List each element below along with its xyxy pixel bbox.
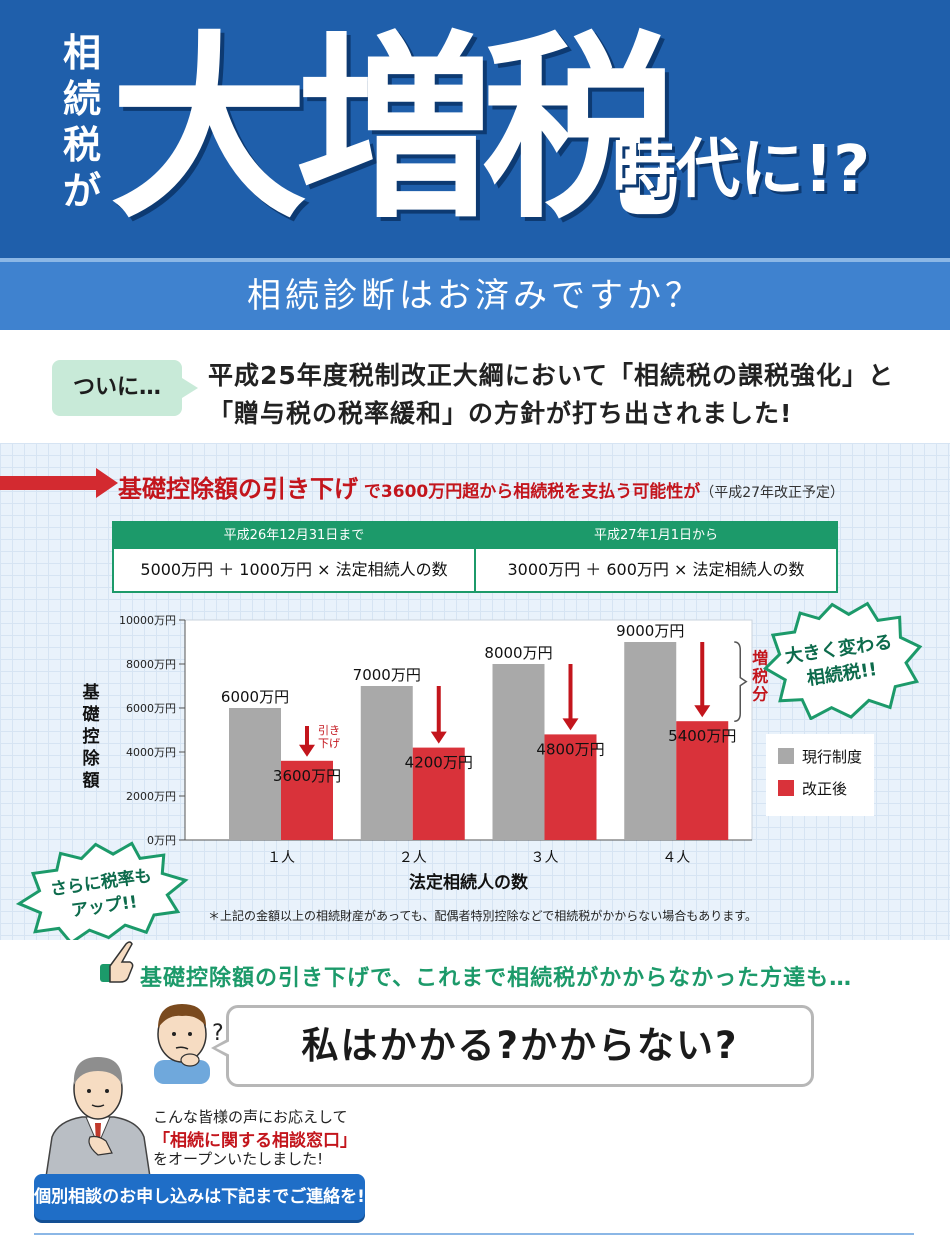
y-axis-label-char: 控 bbox=[82, 727, 100, 747]
bar-revised-label: 5400万円 bbox=[668, 727, 736, 745]
annotation-down-line2: 下げ bbox=[318, 737, 340, 750]
headline-arrow-bar bbox=[0, 476, 96, 490]
headline-note: （平成27年改正予定） bbox=[700, 485, 845, 501]
subtitle: 相続診断はお済みですか？ bbox=[247, 276, 703, 316]
down-arrow-icon bbox=[694, 705, 711, 718]
pointing-hand-icon bbox=[100, 941, 134, 983]
speech-text: 私はかかる?かからない? bbox=[301, 1024, 739, 1067]
x-tick-label: １人 bbox=[267, 850, 295, 866]
bar-current bbox=[229, 708, 281, 840]
intro-badge-label: ついに… bbox=[72, 375, 161, 400]
consultant-illustration bbox=[45, 1057, 151, 1177]
annotation-increase-char: 税 bbox=[752, 667, 768, 686]
consult-window-name: 「相続に関する相談窓口」 bbox=[153, 1131, 357, 1151]
lower-headline: 基礎控除額の引き下げで、これまで相続税がかからなかった方達も… bbox=[140, 966, 853, 991]
comparison-before-header: 平成26年12月31日まで bbox=[114, 523, 474, 549]
legend-swatch bbox=[778, 780, 794, 796]
comparison-before: 平成26年12月31日まで 5000万円 ＋ 1000万円 × 法定相続人の数 bbox=[114, 523, 474, 591]
bar-current bbox=[492, 664, 545, 840]
bar-current-label: 6000万円 bbox=[221, 688, 289, 706]
bar-current-label: 8000万円 bbox=[484, 644, 552, 662]
bar-revised bbox=[544, 734, 597, 840]
question-mark: ? bbox=[212, 1021, 224, 1046]
bar-revised-label: 3600万円 bbox=[273, 767, 341, 785]
legend-box bbox=[766, 734, 874, 816]
headline-main: 基礎控除額の引き下げ bbox=[118, 475, 358, 503]
down-arrow-icon bbox=[299, 744, 315, 757]
annotation-increase-char: 分 bbox=[752, 685, 768, 704]
bar-revised bbox=[412, 747, 465, 840]
headline-middle: で3600万円超から相続税を支払う可能性が bbox=[358, 482, 701, 502]
legend-label: 改正後 bbox=[802, 780, 847, 798]
intro-line-2: 「贈与税の税率緩和」の方針が打ち出されました! bbox=[208, 399, 793, 428]
y-tick-label: 4000万円 bbox=[126, 746, 176, 759]
bar-revised bbox=[281, 760, 333, 840]
x-tick-label: ４人 bbox=[662, 850, 690, 866]
subtitle-band bbox=[0, 258, 950, 330]
comparison-after-formula: 3000万円 ＋ 600万円 × 法定相続人の数 bbox=[507, 560, 805, 579]
header-banner bbox=[0, 0, 950, 258]
down-arrow-icon bbox=[562, 718, 579, 731]
footnote: ＊上記の金額以上の相続財産があっても、配偶者特別控除などで相続税がかからない場合… bbox=[208, 909, 758, 923]
vertical-char: が bbox=[62, 169, 101, 213]
section-headline: 基礎控除額の引き下げ で3600万円超から相続税を支払う可能性が（平成27年改正… bbox=[118, 469, 844, 504]
question-person-illustration: ? bbox=[154, 1004, 224, 1084]
y-axis-label-char: 除 bbox=[82, 749, 100, 769]
down-arrow-icon bbox=[430, 731, 447, 744]
intro-badge: ついに… bbox=[52, 360, 198, 416]
annotation-down-line1: 引き bbox=[318, 723, 340, 737]
legend-label: 現行制度 bbox=[802, 748, 862, 766]
comparison-after: 平成27年1月1日から 3000万円 ＋ 600万円 × 法定相続人の数 bbox=[474, 523, 836, 591]
bar-chart: 0万円 2000万円 4000万円 6000万円 8000万円 10000万円 6000万円… bbox=[119, 614, 874, 893]
contact-cta-button[interactable]: 個別相談のお申し込みは下記までご連絡を! bbox=[34, 1174, 365, 1220]
consult-note-3: をオープンいたしました! bbox=[153, 1150, 324, 1168]
y-axis-label-char: 礎 bbox=[82, 705, 100, 725]
bar-current-label: 9000万円 bbox=[616, 622, 684, 640]
comparison-before-formula: 5000万円 ＋ 1000万円 × 法定相続人の数 bbox=[140, 560, 448, 579]
y-tick-label: 8000万円 bbox=[126, 658, 176, 671]
consult-note-red: 「相続に関する相談窓口」 bbox=[153, 1126, 357, 1151]
bar-current bbox=[360, 686, 413, 840]
y-tick-label: 2000万円 bbox=[126, 790, 176, 803]
bar-current bbox=[624, 642, 677, 840]
callout-big-change: 大きく変わる 相続税!! bbox=[763, 601, 923, 720]
y-axis-label-char: 基 bbox=[82, 683, 100, 703]
callout-big-change-shape bbox=[763, 601, 923, 720]
callout-rate-up-shape bbox=[15, 841, 189, 940]
increase-brace bbox=[734, 641, 748, 722]
bar-revised-label: 4200万円 bbox=[405, 754, 473, 772]
bar-current-label: 7000万円 bbox=[353, 666, 421, 684]
speech-bubble: 私はかかる?かからない? bbox=[211, 1005, 814, 1087]
vertical-char: 続 bbox=[62, 77, 101, 121]
intro-line-1: 平成25年度税制改正大綱において「相続税の課税強化」と bbox=[208, 361, 895, 390]
header-big-text: 大増税 bbox=[110, 14, 680, 245]
header-tail-text: 時代に!? bbox=[612, 133, 871, 207]
comparison-table: 平成26年12月31日まで 5000万円 ＋ 1000万円 × 法定相続人の数 … bbox=[112, 521, 838, 593]
y-tick-label: 0万円 bbox=[147, 834, 176, 847]
annotation-increase-char: 増 bbox=[752, 649, 768, 668]
consult-note-1: こんな皆様の声にお応えして bbox=[153, 1108, 348, 1126]
vertical-char: 税 bbox=[62, 123, 101, 167]
y-axis-label-char: 額 bbox=[82, 771, 100, 791]
headline-arrow-icon bbox=[96, 468, 118, 498]
comparison-after-header: 平成27年1月1日から bbox=[476, 523, 836, 549]
x-axis-label: 法定相続人の数 bbox=[409, 872, 529, 893]
y-tick-label: 6000万円 bbox=[126, 702, 176, 715]
bar-revised bbox=[676, 721, 729, 840]
bar-revised-label: 4800万円 bbox=[536, 740, 604, 758]
y-tick-label: 10000万円 bbox=[119, 614, 176, 627]
x-tick-label: ２人 bbox=[399, 850, 427, 866]
vertical-char: 相 bbox=[62, 31, 101, 75]
legend-swatch bbox=[778, 748, 794, 764]
bottom-divider bbox=[34, 1233, 914, 1235]
x-tick-label: ３人 bbox=[531, 850, 559, 866]
y-axis-label: 基 礎 控 除 額 bbox=[82, 682, 100, 792]
callout-rate-up: さらに税率も アップ!! bbox=[15, 841, 189, 940]
header-vertical-text: 相 続 税 が bbox=[52, 30, 112, 214]
